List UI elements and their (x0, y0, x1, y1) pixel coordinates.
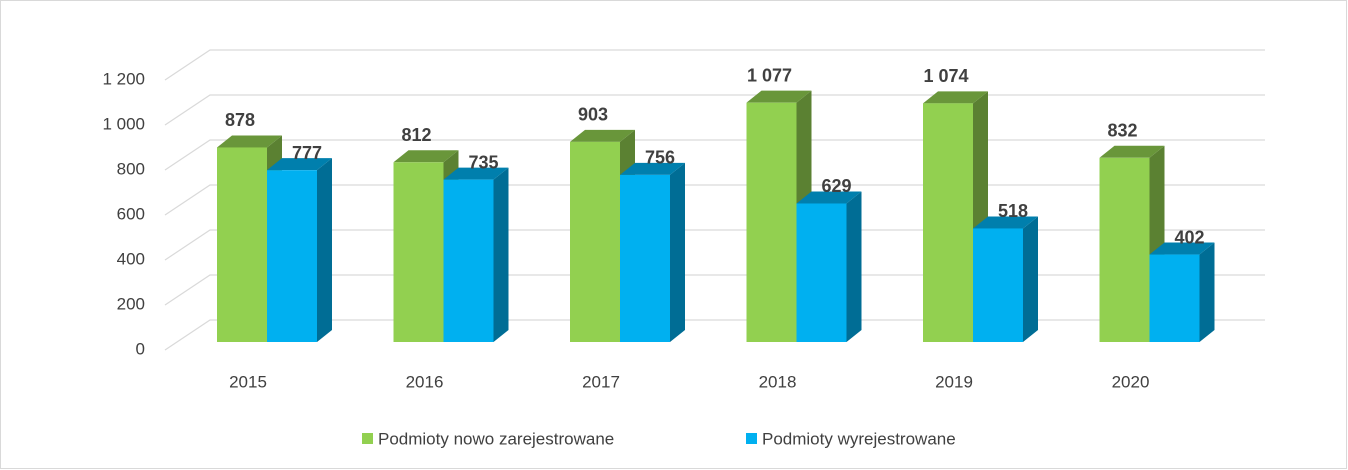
bar-top (267, 158, 332, 171)
bar (393, 162, 444, 342)
y-tick-label: 0 (136, 339, 145, 358)
value-label: 402 (1174, 227, 1204, 247)
bar (570, 141, 620, 342)
y-tick-label: 600 (117, 204, 145, 223)
bar (1099, 157, 1150, 342)
grid-line (164, 184, 1265, 216)
bar (923, 103, 973, 342)
value-label: 812 (401, 125, 431, 145)
bar-top (217, 135, 282, 148)
bar (1149, 254, 1200, 342)
x-tick-label: 2016 (406, 372, 444, 391)
bar-top (796, 191, 862, 204)
y-tick-label: 1 000 (102, 114, 145, 133)
value-label: 735 (468, 152, 498, 172)
x-tick-label: 2020 (1112, 372, 1150, 391)
bar-top (570, 129, 635, 142)
y-tick-label: 200 (117, 294, 145, 313)
value-label: 756 (645, 148, 675, 168)
legend-swatch (746, 433, 757, 444)
grid-line (164, 94, 1265, 126)
x-tick-label: 2015 (229, 372, 267, 391)
bar (620, 174, 670, 342)
bar-top (393, 150, 459, 163)
bar-top (620, 162, 685, 175)
value-label: 777 (292, 143, 322, 163)
bar (217, 147, 267, 342)
bar-top (1149, 242, 1215, 255)
grid-line (164, 49, 1265, 81)
bar (746, 102, 797, 342)
bar-side (846, 191, 862, 342)
bar (973, 228, 1023, 342)
bar-side (1199, 242, 1215, 342)
legend-swatch (362, 433, 373, 444)
bar-top (1099, 145, 1165, 158)
bar-side (670, 162, 685, 342)
bar-side (493, 167, 509, 342)
value-label: 518 (998, 201, 1028, 221)
value-label: 1 074 (923, 66, 968, 86)
value-label: 629 (821, 176, 851, 196)
value-label: 832 (1107, 121, 1137, 141)
bar-top (746, 90, 812, 103)
legend-label: Podmioty nowo zarejestrowane (378, 429, 614, 448)
legend-label: Podmioty wyrejestrowane (762, 429, 956, 448)
bar-top (443, 167, 509, 180)
grid-line (164, 229, 1265, 261)
value-label: 878 (225, 110, 255, 130)
bar-side (1023, 216, 1038, 342)
bar-top (973, 216, 1038, 229)
y-tick-label: 800 (117, 159, 145, 178)
x-tick-label: 2018 (759, 372, 797, 391)
y-tick-label: 1 200 (102, 69, 145, 88)
x-tick-label: 2019 (935, 372, 973, 391)
value-label: 1 077 (747, 65, 792, 85)
x-tick-label: 2017 (582, 372, 620, 391)
grid-line (164, 139, 1265, 171)
y-tick-label: 400 (117, 249, 145, 268)
bar (267, 170, 317, 342)
grid-line (164, 274, 1265, 306)
bar-top (923, 91, 988, 104)
bar (443, 179, 494, 342)
value-label: 903 (578, 105, 608, 125)
grid-line (164, 319, 1265, 351)
bar-side (317, 158, 332, 342)
bar (796, 203, 847, 342)
